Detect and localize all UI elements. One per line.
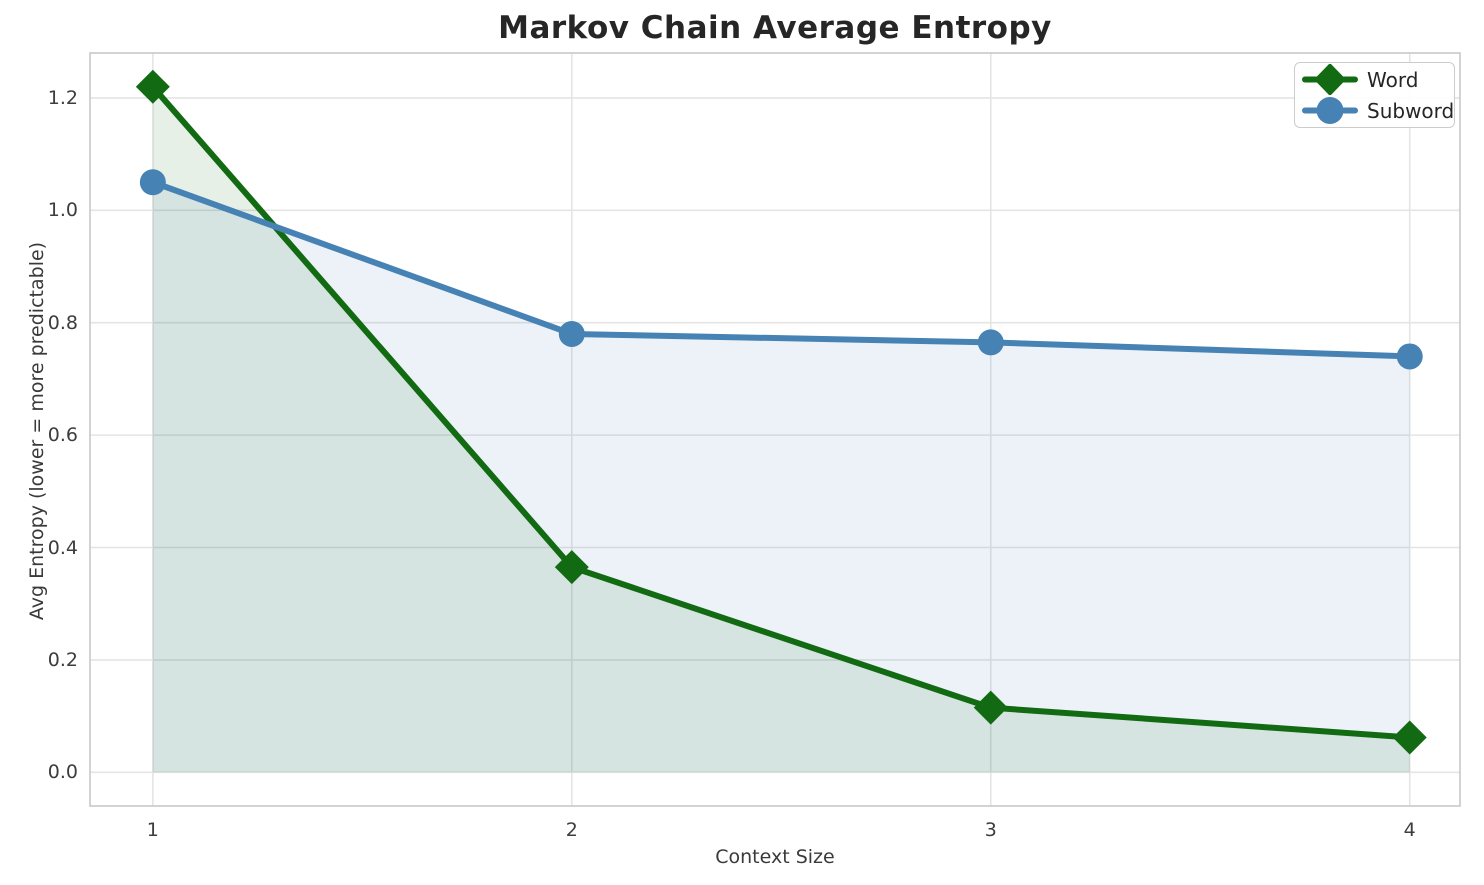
circle-icon <box>1316 97 1344 124</box>
legend-label-subword: Subword <box>1367 98 1455 123</box>
subword-marker <box>139 169 166 196</box>
y-tick-label: 0.2 <box>47 648 78 671</box>
x-tick-label: 4 <box>1403 819 1416 841</box>
legend: Word Subword <box>1294 62 1455 128</box>
y-tick-label: 1.0 <box>47 199 78 222</box>
legend-label-word: Word <box>1367 67 1419 92</box>
subword-area <box>152 182 1410 773</box>
subword-marker <box>1396 343 1423 370</box>
x-tick-label: 3 <box>984 819 997 841</box>
y-tick-label: 0.4 <box>47 536 78 559</box>
subword-legend-marker-icon <box>1302 97 1358 124</box>
word-line <box>149 83 1413 741</box>
x-tick-label: 1 <box>146 819 159 841</box>
word-marker <box>973 690 1008 725</box>
word-area <box>152 86 1410 773</box>
subword-marker <box>558 320 585 347</box>
x-axis-label: Context Size <box>715 846 835 868</box>
y-tick-label: 1.2 <box>47 86 78 109</box>
subword-line <box>149 179 1413 360</box>
axes-frame <box>89 52 1461 807</box>
y-axis-label: Avg Entropy (lower = more predictable) <box>26 241 48 621</box>
diamond-icon <box>1314 64 1346 95</box>
legend-item-subword: Subword <box>1301 95 1454 126</box>
word-marker <box>1392 720 1427 755</box>
word-marker <box>554 550 589 585</box>
y-tick-label: 0.8 <box>47 311 78 334</box>
y-tick-label: 0.0 <box>47 761 78 784</box>
x-tick-label: 2 <box>565 819 578 841</box>
word-marker <box>135 69 170 104</box>
legend-item-word: Word <box>1301 64 1448 95</box>
chart-title: Markov Chain Average Entropy <box>498 10 1052 46</box>
subword-marker <box>977 329 1004 356</box>
word-legend-marker-icon <box>1302 64 1358 95</box>
y-tick-label: 0.6 <box>47 424 78 447</box>
